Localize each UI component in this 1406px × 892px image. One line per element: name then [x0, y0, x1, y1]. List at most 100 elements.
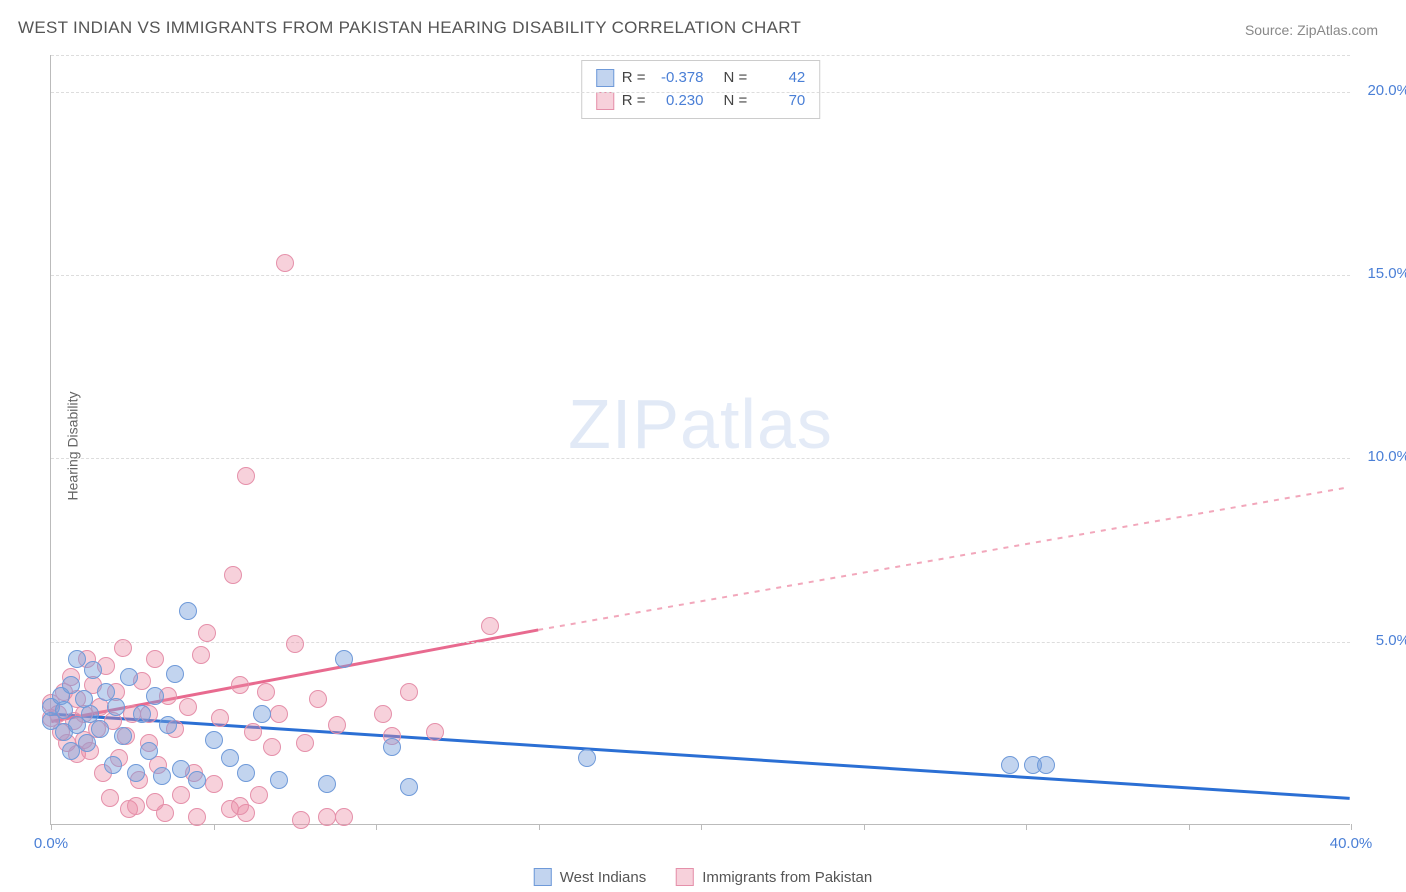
point-west-indian	[188, 771, 206, 789]
point-pakistan	[198, 624, 216, 642]
point-west-indian	[107, 698, 125, 716]
gridline	[51, 458, 1350, 459]
point-west-indian	[383, 738, 401, 756]
point-west-indian	[237, 764, 255, 782]
point-west-indian	[253, 705, 271, 723]
point-pakistan	[270, 705, 288, 723]
point-pakistan	[224, 566, 242, 584]
x-tick	[701, 824, 702, 830]
legend-label: Immigrants from Pakistan	[702, 869, 872, 886]
point-pakistan	[276, 254, 294, 272]
point-west-indian	[1037, 756, 1055, 774]
point-west-indian	[78, 734, 96, 752]
point-pakistan	[244, 723, 262, 741]
point-pakistan	[146, 793, 164, 811]
y-tick-label: 15.0%	[1355, 265, 1406, 282]
point-west-indian	[55, 701, 73, 719]
point-west-indian	[400, 778, 418, 796]
point-pakistan	[296, 734, 314, 752]
point-pakistan	[237, 467, 255, 485]
legend-item: Immigrants from Pakistan	[676, 868, 872, 886]
point-pakistan	[426, 723, 444, 741]
point-west-indian	[114, 727, 132, 745]
point-pakistan	[263, 738, 281, 756]
x-tick	[1351, 824, 1352, 830]
point-pakistan	[114, 639, 132, 657]
point-pakistan	[101, 789, 119, 807]
point-west-indian	[91, 720, 109, 738]
point-west-indian	[159, 716, 177, 734]
point-pakistan	[328, 716, 346, 734]
point-pakistan	[318, 808, 336, 826]
point-pakistan	[172, 786, 190, 804]
point-pakistan	[146, 650, 164, 668]
x-tick	[376, 824, 377, 830]
x-tick-label: 40.0%	[1330, 835, 1373, 852]
point-west-indian	[104, 756, 122, 774]
x-tick	[864, 824, 865, 830]
chart-title: WEST INDIAN VS IMMIGRANTS FROM PAKISTAN …	[18, 18, 801, 38]
point-west-indian	[62, 742, 80, 760]
stats-row: R =0.230N =70	[596, 90, 806, 113]
point-west-indian	[127, 764, 145, 782]
point-pakistan	[292, 811, 310, 829]
gridline	[51, 92, 1350, 93]
point-west-indian	[221, 749, 239, 767]
point-west-indian	[146, 687, 164, 705]
y-tick-label: 20.0%	[1355, 82, 1406, 99]
point-pakistan	[286, 635, 304, 653]
point-pakistan	[309, 690, 327, 708]
point-pakistan	[231, 797, 249, 815]
point-pakistan	[250, 786, 268, 804]
stats-box: R =-0.378N =42R =0.230N =70	[581, 60, 821, 119]
gridline	[51, 275, 1350, 276]
point-west-indian	[335, 650, 353, 668]
point-west-indian	[153, 767, 171, 785]
point-pakistan	[374, 705, 392, 723]
point-pakistan	[127, 797, 145, 815]
point-west-indian	[270, 771, 288, 789]
point-west-indian	[62, 676, 80, 694]
stats-row: R =-0.378N =42	[596, 67, 806, 90]
point-west-indian	[205, 731, 223, 749]
point-pakistan	[211, 709, 229, 727]
watermark: ZIPatlas	[568, 384, 833, 464]
point-pakistan	[481, 617, 499, 635]
swatch-icon	[596, 92, 614, 110]
point-west-indian	[179, 602, 197, 620]
x-tick	[214, 824, 215, 830]
point-pakistan	[188, 808, 206, 826]
legend-label: West Indians	[560, 869, 646, 886]
point-pakistan	[231, 676, 249, 694]
source-label: Source: ZipAtlas.com	[1245, 22, 1378, 38]
x-tick	[51, 824, 52, 830]
swatch-icon	[676, 868, 694, 886]
gridline	[51, 642, 1350, 643]
point-west-indian	[133, 705, 151, 723]
point-west-indian	[120, 668, 138, 686]
legend: West Indians Immigrants from Pakistan	[534, 868, 872, 886]
point-west-indian	[140, 742, 158, 760]
point-west-indian	[1001, 756, 1019, 774]
point-west-indian	[172, 760, 190, 778]
trendlines	[51, 55, 1350, 824]
point-pakistan	[400, 683, 418, 701]
swatch-icon	[596, 69, 614, 87]
point-pakistan	[205, 775, 223, 793]
point-pakistan	[192, 646, 210, 664]
y-tick-label: 5.0%	[1355, 632, 1406, 649]
x-tick	[1189, 824, 1190, 830]
point-pakistan	[179, 698, 197, 716]
point-west-indian	[166, 665, 184, 683]
point-west-indian	[68, 650, 86, 668]
point-pakistan	[257, 683, 275, 701]
point-pakistan	[335, 808, 353, 826]
point-west-indian	[578, 749, 596, 767]
plot-area: ZIPatlas R =-0.378N =42R =0.230N =70 5.0…	[50, 55, 1350, 825]
point-west-indian	[84, 661, 102, 679]
legend-item: West Indians	[534, 868, 646, 886]
x-tick	[1026, 824, 1027, 830]
x-tick	[539, 824, 540, 830]
point-west-indian	[318, 775, 336, 793]
swatch-icon	[534, 868, 552, 886]
